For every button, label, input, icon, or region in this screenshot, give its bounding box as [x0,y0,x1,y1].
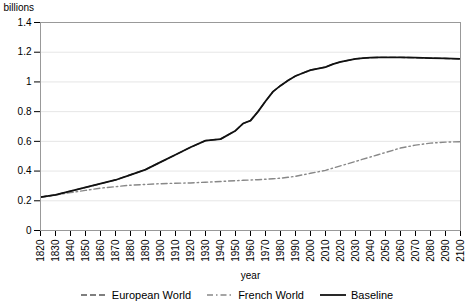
svg-text:1830: 1830 [50,239,61,262]
svg-text:0.2: 0.2 [18,195,32,206]
svg-text:1840: 1840 [65,239,76,262]
svg-text:2050: 2050 [380,239,391,262]
svg-text:1.4: 1.4 [18,17,32,28]
svg-text:1860: 1860 [95,239,106,262]
svg-text:2020: 2020 [335,239,346,262]
svg-text:1880: 1880 [125,239,136,262]
svg-text:2000: 2000 [305,239,316,262]
html-text:Baseline: Baseline [351,289,394,301]
svg-text:0.6: 0.6 [18,136,32,147]
svg-text:1910: 1910 [170,239,181,262]
svg-text:2070: 2070 [410,239,421,262]
svg-text:1930: 1930 [200,239,211,262]
svg-text:1980: 1980 [275,239,286,262]
svg-text:1900: 1900 [155,239,166,262]
html-text:French World: French World [238,289,304,301]
svg-text:1920: 1920 [185,239,196,262]
svg-text:1850: 1850 [80,239,91,262]
svg-text:0.8: 0.8 [18,106,32,117]
svg-text:1: 1 [26,76,32,87]
svg-text:1940: 1940 [215,239,226,262]
svg-text:1870: 1870 [110,239,121,262]
svg-text:1970: 1970 [260,239,271,262]
svg-text:2010: 2010 [320,239,331,262]
svg-text:1960: 1960 [245,239,256,262]
svg-text:1890: 1890 [140,239,151,262]
svg-text:2090: 2090 [440,239,451,262]
svg-text:1950: 1950 [230,239,241,262]
svg-text:0.4: 0.4 [18,165,32,176]
svg-text:2060: 2060 [395,239,406,262]
svg-text:2080: 2080 [425,239,436,262]
svg-text:1990: 1990 [290,239,301,262]
svg-text:2040: 2040 [365,239,376,262]
html-text:European World: European World [111,289,192,301]
svg-text:1.2: 1.2 [18,46,32,57]
svg-text:billions: billions [4,2,35,13]
svg-text:1820: 1820 [35,239,46,262]
svg-text:year: year [241,270,261,281]
svg-text:2100: 2100 [455,239,466,262]
svg-text:2030: 2030 [350,239,361,262]
svg-text:0: 0 [26,225,32,236]
